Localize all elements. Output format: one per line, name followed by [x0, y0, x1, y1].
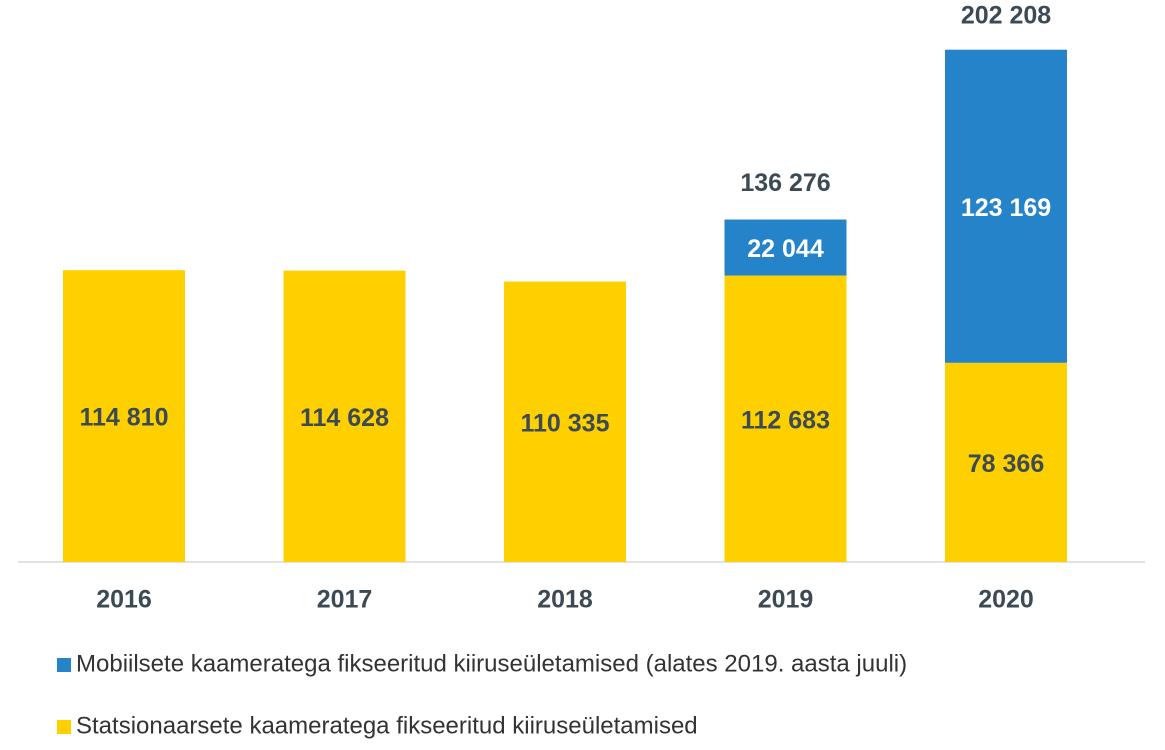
- bar-segment: [504, 281, 626, 562]
- bar-segment: [945, 49, 1067, 363]
- data-label: 123 169: [961, 194, 1051, 222]
- total-label: 202 208: [961, 2, 1051, 30]
- total-label: 136 276: [740, 169, 830, 197]
- x-tick-label: 2019: [758, 586, 814, 614]
- data-label: 110 335: [521, 409, 610, 437]
- x-tick-label: 2016: [96, 586, 152, 614]
- data-label: 114 628: [300, 404, 389, 432]
- legend-swatch: [57, 720, 71, 734]
- data-label: 112 683: [741, 406, 830, 434]
- bar-segment: [724, 219, 847, 276]
- legend-label: Statsionaarsete kaameratega fikseeritud …: [76, 712, 698, 739]
- legend-label: Mobiilsete kaameratega fikseeritud kiiru…: [76, 650, 907, 677]
- data-label: 78 366: [968, 450, 1044, 478]
- bar-segment: [724, 275, 847, 562]
- legend-swatch: [57, 658, 71, 672]
- data-label: 114 810: [80, 404, 169, 432]
- x-tick-label: 2018: [537, 586, 593, 614]
- x-tick-label: 2017: [317, 586, 373, 614]
- bar-segment: [283, 270, 406, 562]
- data-label: 22 044: [747, 235, 824, 263]
- bar-segment: [63, 270, 185, 562]
- bar-segment: [945, 362, 1067, 562]
- x-tick-label: 2020: [978, 586, 1034, 614]
